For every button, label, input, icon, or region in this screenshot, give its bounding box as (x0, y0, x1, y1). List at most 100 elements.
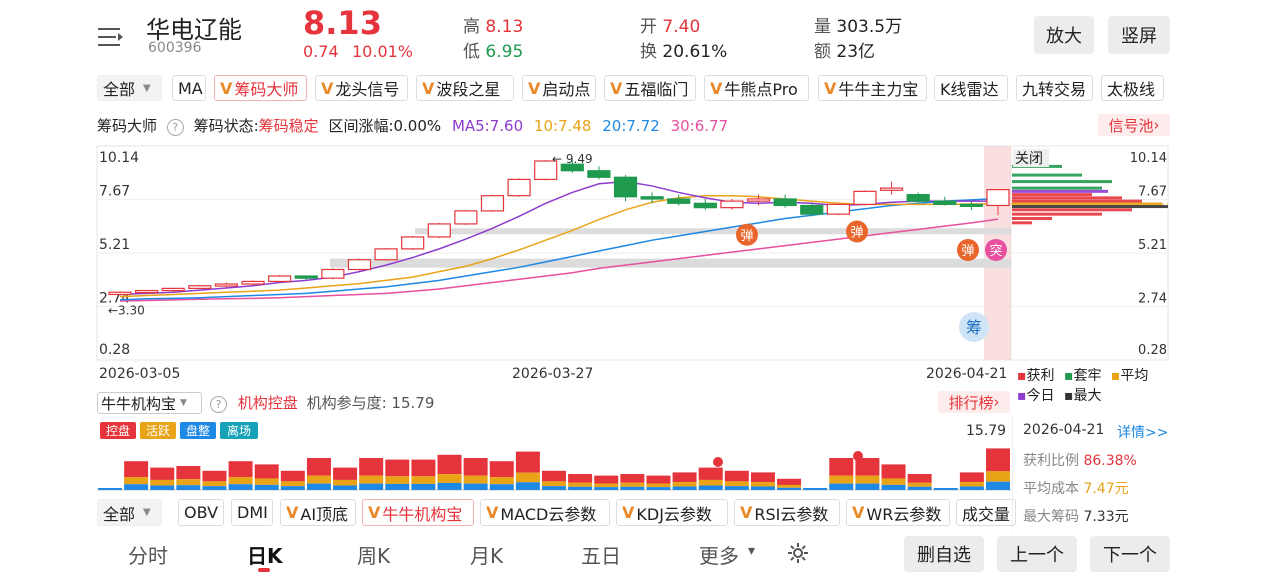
candle-body (986, 189, 1010, 207)
indicator-chip-2[interactable]: V 龙头信号 (315, 75, 408, 101)
volume-bar-low (855, 483, 880, 490)
candle-body (108, 291, 132, 296)
volume-chart (97, 448, 1011, 491)
candle-body (800, 204, 824, 215)
profit-ratio-row: 获利比例 86.38% (1023, 450, 1137, 470)
volume-bar (724, 470, 749, 482)
indicator-chip-5[interactable]: V 五福临门 (604, 75, 696, 101)
footer-tab-4[interactable]: 五日 (581, 544, 621, 568)
indicator-chip-4[interactable]: V 启动点 (522, 75, 596, 101)
candlestick-chart[interactable]: 10.147.675.212.740.2810.147.675.212.740.… (0, 138, 1266, 388)
indicator-all-dropdown[interactable]: 全部 ▼ (97, 75, 162, 101)
indicator-chip-7[interactable]: V 牛牛主力宝 (818, 75, 927, 101)
footer-tab-0[interactable]: 分时 (128, 544, 168, 568)
volume-bar (777, 478, 802, 485)
volume-bar (907, 474, 932, 483)
volume-bar-mid (176, 479, 201, 486)
bottom-indicator-label: 成交量 (962, 504, 1011, 524)
participation-value: 15.79 (391, 394, 435, 412)
y-tick-label: 0.28 (99, 342, 130, 358)
bottom-indicator-chip-4[interactable]: V MACD云参数 (480, 499, 610, 526)
indicator-chip-3[interactable]: V 波段之星 (416, 75, 514, 101)
candle-body (241, 280, 265, 285)
indicator-chip-label: 波段之星 (436, 80, 501, 99)
candle-body (188, 285, 212, 289)
amount-value: 23亿 (836, 42, 876, 62)
x-axis-label: 2026-03-05 (99, 366, 180, 382)
bottom-indicator-chip-3[interactable]: V 牛牛机构宝 (362, 499, 474, 526)
footer-tab-2[interactable]: 周K (357, 544, 391, 568)
legend-today: 今日 (1026, 388, 1055, 404)
detail-link[interactable]: 详情>> (1117, 425, 1169, 441)
legend-profit: 获利 (1026, 368, 1055, 384)
signal-pool-button[interactable]: 信号池 › (1098, 114, 1170, 136)
portrait-button[interactable]: 竖屏 (1108, 16, 1170, 54)
volume-bar-mid (959, 482, 984, 487)
volume-bar-mid (228, 477, 253, 485)
indicator-chip-0[interactable]: MA (172, 75, 206, 101)
settings-icon[interactable] (786, 541, 810, 565)
close-chip-label[interactable]: 关闭 (1015, 151, 1043, 167)
volume-bar (98, 488, 122, 490)
indicator-chip-6[interactable]: V 牛熊点Pro (704, 75, 809, 101)
bottom-indicator-chip-6[interactable]: V RSI云参数 (734, 499, 840, 526)
footer-tab-3[interactable]: 月K (470, 544, 504, 568)
sub-indicator-select[interactable]: 牛牛机构宝 ▼ (97, 392, 202, 414)
volume-bar (359, 458, 384, 476)
prev-stock-button[interactable]: 上一个 (997, 536, 1077, 572)
indicator-chip-9[interactable]: 九转交易 (1016, 75, 1093, 101)
volume-bar (306, 458, 331, 476)
volume-bar-mid (777, 484, 802, 488)
sub-max-value: 15.79 (966, 423, 1007, 439)
indicator-chip-8[interactable]: K线雷达 (934, 75, 1008, 101)
volume-bar-low (515, 482, 540, 490)
volume-bar-low (280, 486, 305, 490)
menu-icon[interactable] (98, 26, 124, 48)
indicator-chip-label: 九转交易 (1022, 80, 1087, 99)
footer-tab-5[interactable]: 更多 (699, 544, 739, 568)
indicator-chip-1[interactable]: V 筹码大师 (214, 75, 307, 101)
bottom-all-dropdown[interactable]: 全部 ▼ (97, 499, 162, 526)
tag-control: 控盘 (100, 422, 136, 439)
ranking-button[interactable]: 排行榜 › (938, 391, 1010, 413)
indicator-chip-label: 五福临门 (624, 80, 689, 99)
chip-zone (415, 228, 1011, 235)
bottom-indicator-chip-0[interactable]: OBV (178, 499, 224, 526)
legend-average: 平均 (1120, 368, 1149, 384)
volume-bar-mid (750, 482, 775, 487)
candle-body (933, 200, 957, 205)
v-icon: V (710, 78, 723, 98)
low-value: 6.95 (485, 42, 524, 62)
turnover-value: 20.61% (662, 42, 728, 62)
candle-body (507, 178, 531, 197)
profit-ratio-value: 86.38% (1083, 453, 1137, 469)
bottom-indicator-chip-5[interactable]: V KDJ云参数 (616, 499, 728, 526)
volume-bar-mid (724, 481, 749, 487)
volume-bar-mid (672, 482, 697, 487)
bottom-indicator-chip-7[interactable]: V WR云参数 (846, 499, 950, 526)
help-icon[interactable]: ? (166, 119, 184, 136)
bottom-indicator-chip-2[interactable]: V AI顶底 (280, 499, 356, 526)
bottom-indicator-label: KDJ云参数 (636, 504, 712, 524)
bottom-indicator-chip-1[interactable]: DMI (231, 499, 273, 526)
indicator-chip-label: 牛熊点Pro (724, 80, 798, 99)
sub-title: 机构控盘 (237, 394, 298, 412)
chip-legend: ▪获利 ▪套牢 ▪平均 ▪今日 ▪最大 (1017, 368, 1149, 404)
indicator-chip-10[interactable]: 太极线 (1101, 75, 1164, 101)
zoom-button[interactable]: 放大 (1034, 16, 1094, 54)
delete-favorite-button[interactable]: 删自选 (904, 536, 984, 572)
chip-button-icon[interactable] (959, 312, 989, 342)
chevron-right-icon: › (1153, 116, 1160, 134)
footer-tab-1[interactable]: 日K (247, 544, 283, 568)
v-icon: V (286, 503, 299, 522)
candle-body (640, 196, 664, 200)
close-chip-button[interactable] (1013, 149, 1049, 167)
bottom-indicator-chip-8[interactable]: 成交量 (956, 499, 1016, 526)
stock-name: 华电辽能 (146, 16, 242, 44)
v-icon: V (422, 78, 435, 98)
volume-bar-mid (698, 479, 723, 486)
volume-bar-mid (594, 483, 619, 488)
help-icon[interactable]: ? (210, 396, 227, 413)
volume-bar-low (228, 484, 253, 490)
next-stock-button[interactable]: 下一个 (1090, 536, 1170, 572)
